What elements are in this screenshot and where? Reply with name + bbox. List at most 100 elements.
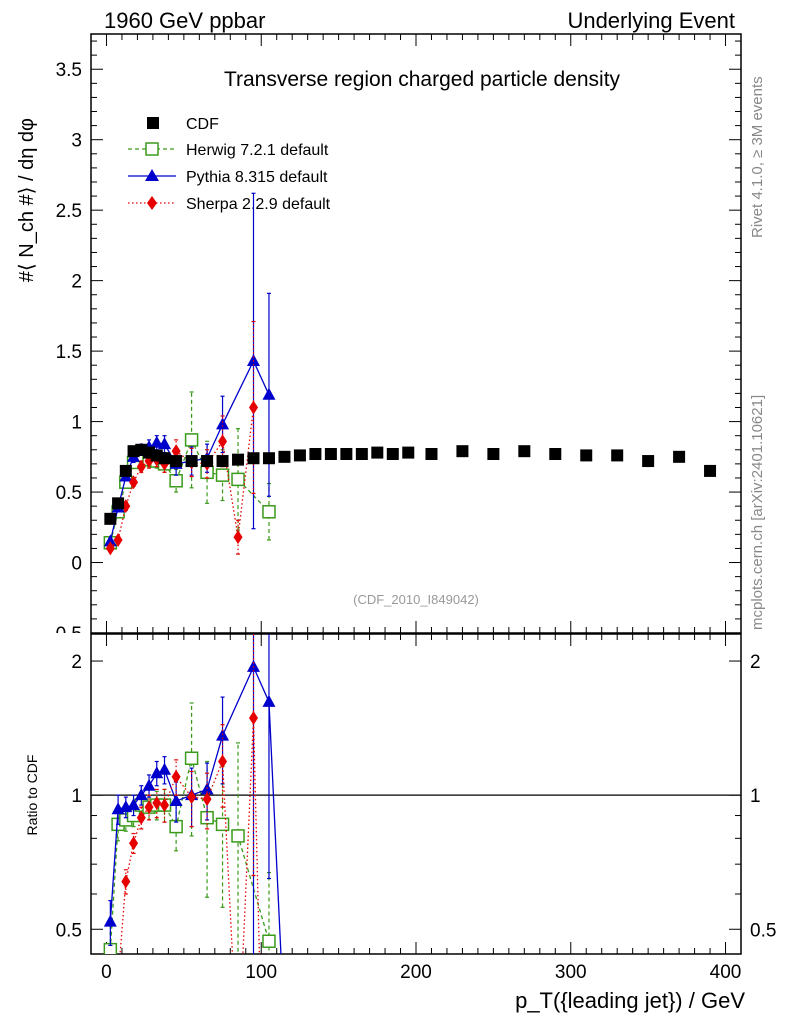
ratio-y-tick-label: 1 bbox=[71, 786, 82, 807]
legend-marker-pythia bbox=[145, 169, 159, 181]
sherpa-point bbox=[187, 790, 197, 805]
pythia-point bbox=[169, 794, 183, 807]
legend-marker-cdf bbox=[147, 117, 159, 129]
cdf-point bbox=[119, 464, 132, 477]
sherpa-point bbox=[160, 798, 170, 813]
y-tick-label: 0 bbox=[71, 554, 82, 575]
y-tick-label: 2.5 bbox=[56, 201, 82, 222]
cdf-point bbox=[402, 446, 415, 459]
cdf-point bbox=[324, 448, 337, 461]
y-tick-label: 3.5 bbox=[56, 60, 82, 81]
cdf-point bbox=[216, 455, 229, 468]
x-axis-label: p_T({leading jet}) / GeV bbox=[515, 988, 745, 1013]
sherpa-point bbox=[129, 475, 139, 490]
sherpa-point bbox=[136, 459, 146, 474]
sherpa-point bbox=[113, 532, 123, 547]
cdf-point bbox=[247, 452, 260, 465]
pythia-point bbox=[216, 417, 230, 430]
sherpa-point bbox=[121, 874, 131, 889]
cdf-point bbox=[704, 464, 717, 477]
cdf-point bbox=[201, 455, 214, 468]
ratio-y-tick-label-right: 0.5 bbox=[750, 920, 776, 941]
cdf-point bbox=[262, 452, 275, 465]
ratio-y-tick-label-right: 1 bbox=[750, 786, 761, 807]
sherpa-point bbox=[218, 754, 228, 769]
herwig-point bbox=[262, 505, 276, 519]
herwig-point bbox=[184, 433, 199, 447]
cdf-point bbox=[580, 449, 593, 462]
rivet-watermark: Rivet 4.1.0, ≥ 3M events bbox=[749, 76, 766, 238]
mcplots-watermark: mcplots.cern.ch [arXiv:2401.10621] bbox=[749, 395, 766, 630]
x-tick-label: 0 bbox=[101, 962, 112, 983]
cdf-point bbox=[104, 512, 117, 525]
pythia-point bbox=[142, 778, 156, 791]
ratio-axes: 0.5 0.5 1 1 2 2 bbox=[56, 652, 777, 941]
y-tick-label: 3 bbox=[71, 131, 82, 152]
x-axis: 0 100 200 300 400 bbox=[101, 34, 742, 983]
sherpa-point bbox=[129, 836, 139, 851]
pythia-point bbox=[150, 766, 164, 779]
legend-label-sherpa: Sherpa 2.2.9 default bbox=[186, 196, 331, 213]
cdf-point bbox=[371, 446, 384, 459]
cdf-point bbox=[386, 448, 399, 461]
x-tick-label: 300 bbox=[555, 962, 587, 983]
ratio-y-tick-label: 0.5 bbox=[56, 920, 82, 941]
sherpa-point bbox=[233, 530, 243, 545]
herwig-point bbox=[215, 817, 230, 832]
y-tick-label: 1.5 bbox=[56, 342, 82, 363]
x-tick-label: 200 bbox=[400, 962, 432, 983]
cdf-point bbox=[487, 448, 500, 461]
pythia-point bbox=[158, 762, 172, 775]
pythia-point bbox=[247, 659, 260, 672]
cdf-point bbox=[170, 455, 183, 468]
legend-marker-sherpa bbox=[147, 196, 157, 210]
herwig-point bbox=[169, 474, 183, 488]
x-tick-label: 400 bbox=[710, 962, 742, 983]
legend-label-cdf: CDF bbox=[186, 116, 219, 133]
pythia-point bbox=[158, 437, 172, 450]
cdf-point bbox=[456, 445, 469, 458]
cdf-point bbox=[309, 448, 322, 461]
cdf-point bbox=[549, 448, 562, 461]
pythia-point bbox=[134, 788, 148, 801]
herwig-point bbox=[231, 472, 245, 487]
herwig-point bbox=[184, 751, 199, 766]
legend: CDF Herwig 7.2.1 default Pythia 8.315 de… bbox=[128, 116, 331, 213]
legend-label-herwig: Herwig 7.2.1 default bbox=[186, 142, 329, 159]
y-tick-label: 0.5 bbox=[56, 483, 82, 504]
y-tick-label-cut: 0.5 bbox=[56, 624, 82, 645]
main-axes: 0 0.5 1 1.5 2 2.5 3 3.5 0.5 bbox=[56, 40, 741, 645]
header-left: 1960 GeV ppbar bbox=[104, 8, 265, 33]
ratio-y-tick-label-right: 2 bbox=[750, 652, 761, 673]
pythia-point bbox=[127, 798, 141, 811]
pythia-point bbox=[262, 387, 276, 400]
cdf-point bbox=[518, 445, 531, 458]
herwig-point bbox=[231, 829, 245, 843]
cdf-point bbox=[185, 455, 198, 468]
header-right: Underlying Event bbox=[567, 8, 735, 33]
cdf-point bbox=[293, 449, 306, 462]
sherpa-point bbox=[249, 400, 258, 415]
sherpa-point bbox=[202, 792, 212, 807]
ratio-data bbox=[103, 634, 282, 954]
cdf-point bbox=[611, 449, 624, 462]
sherpa-point bbox=[171, 444, 181, 459]
sherpa-point bbox=[152, 796, 162, 811]
cdf-point bbox=[673, 450, 686, 463]
y-tick-label: 2 bbox=[71, 272, 82, 293]
main-data bbox=[103, 192, 717, 556]
ratio-y-label: Ratio to CDF bbox=[24, 755, 40, 836]
sherpa-point bbox=[105, 541, 115, 556]
chart-title: Transverse region charged particle densi… bbox=[224, 68, 621, 91]
cdf-point bbox=[355, 448, 368, 461]
sherpa-point bbox=[136, 810, 146, 825]
x-tick-label: 100 bbox=[245, 962, 277, 983]
pythia-point bbox=[103, 914, 117, 927]
cdf-point bbox=[232, 453, 245, 466]
legend-marker-herwig bbox=[145, 142, 159, 156]
sherpa-point bbox=[144, 800, 154, 815]
analysis-id: (CDF_2010_I849042) bbox=[353, 592, 479, 607]
pythia-point bbox=[103, 534, 117, 547]
main-y-label: #⟨ N_ch #⟩ / dη dφ bbox=[16, 118, 38, 282]
cdf-point bbox=[278, 450, 291, 463]
